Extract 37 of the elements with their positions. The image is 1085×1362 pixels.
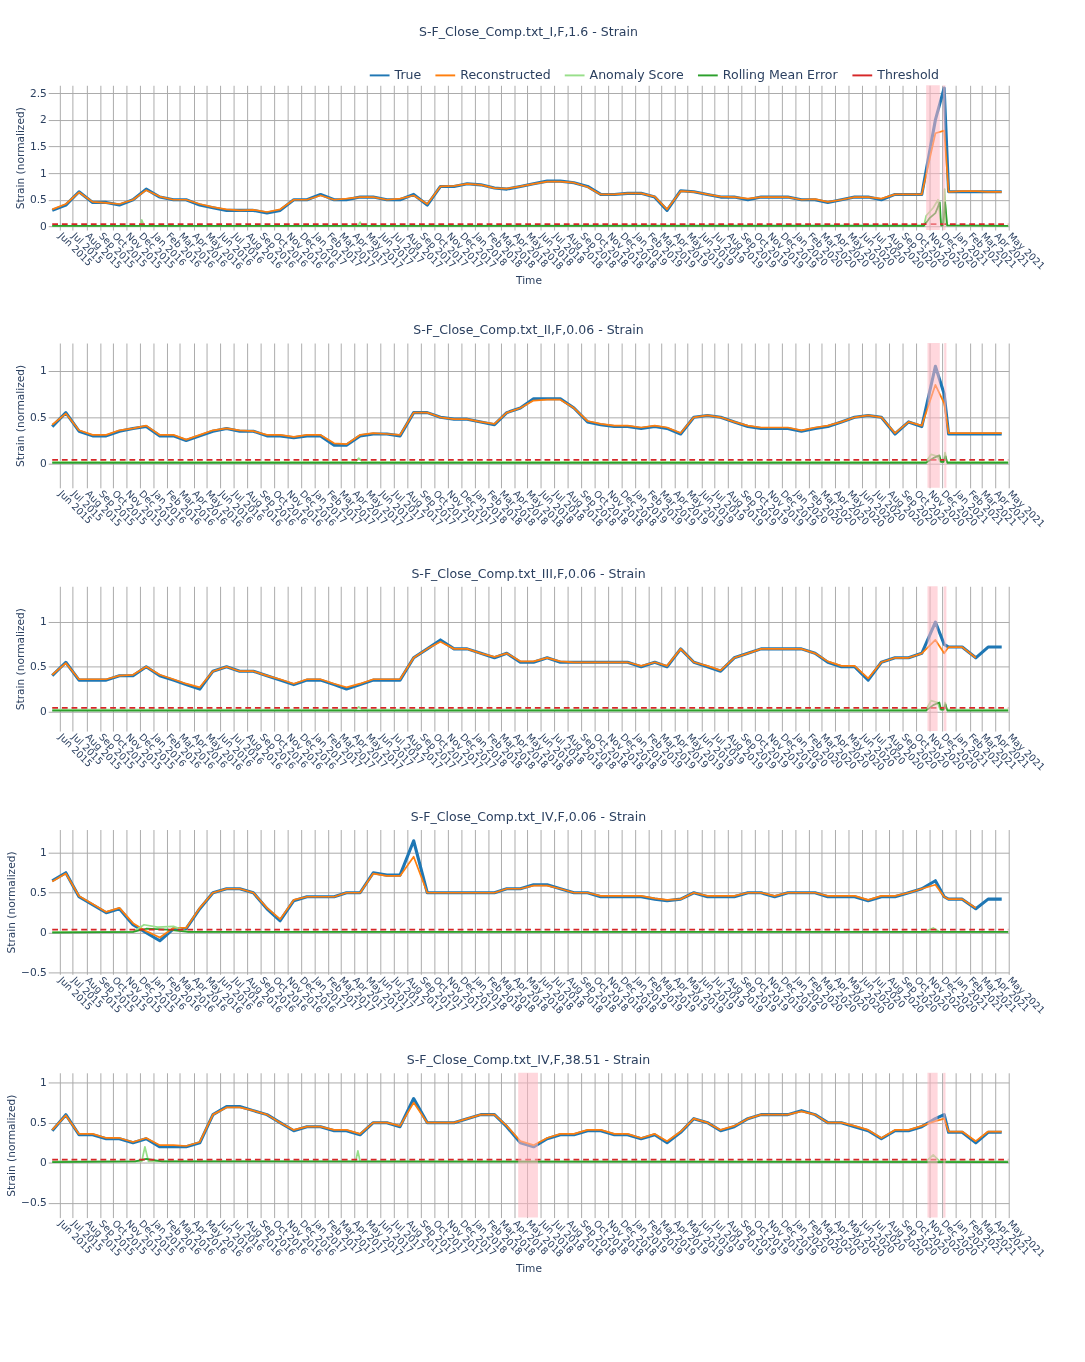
legend-label: True: [393, 67, 422, 83]
y-tick-label: 0.5: [29, 886, 47, 900]
legend-label: Rolling Mean Error: [722, 67, 839, 83]
y-tick-label: 1: [40, 1075, 47, 1089]
y-tick-label: 0: [40, 704, 48, 718]
x-axis-title: Time: [515, 274, 542, 288]
chart-title: S-F_Close_Comp.txt_IV,F,38.51 - Strain: [406, 1052, 651, 1068]
y-tick-label: 0.5: [29, 193, 47, 207]
y-tick-label: 0: [40, 219, 48, 233]
y-axis-title: Strain (normalized): [14, 364, 28, 467]
y-tick-label: 0: [40, 926, 48, 940]
y-tick-label: 1: [40, 166, 47, 180]
y-tick-label: 0.5: [29, 1116, 47, 1130]
legend-label: Anomaly Score: [589, 67, 684, 83]
y-tick-label: 0.5: [29, 410, 47, 424]
x-axis-title: Time: [515, 1261, 542, 1275]
y-tick-label: 0: [40, 457, 48, 471]
y-tick-label: 1: [40, 364, 47, 378]
y-axis-title: Strain (normalized): [5, 851, 19, 954]
y-tick-label: 1: [40, 615, 47, 629]
y-tick-label: 0.5: [29, 660, 47, 674]
y-tick-label: 1: [40, 846, 47, 860]
chart-title: S-F_Close_Comp.txt_I,F,1.6 - Strain: [419, 24, 638, 40]
y-tick-label: 1.5: [29, 139, 47, 153]
legend-label: Threshold: [876, 67, 940, 83]
y-axis-title: Strain (normalized): [5, 1094, 19, 1197]
chart-title: S-F_Close_Comp.txt_III,F,0.06 - Strain: [411, 565, 646, 581]
y-axis-title: Strain (normalized): [14, 107, 28, 210]
y-tick-label: 2: [40, 113, 47, 127]
legend-label: Reconstructed: [460, 67, 551, 83]
y-axis-title: Strain (normalized): [14, 608, 28, 711]
y-tick-label: −0.5: [21, 1196, 47, 1210]
y-tick-label: 2.5: [29, 86, 47, 100]
chart-title: S-F_Close_Comp.txt_IV,F,0.06 - Strain: [410, 808, 647, 824]
y-tick-label: −0.5: [21, 966, 47, 980]
chart-title: S-F_Close_Comp.txt_II,F,0.06 - Strain: [413, 322, 644, 338]
y-tick-label: 0: [40, 1156, 48, 1170]
